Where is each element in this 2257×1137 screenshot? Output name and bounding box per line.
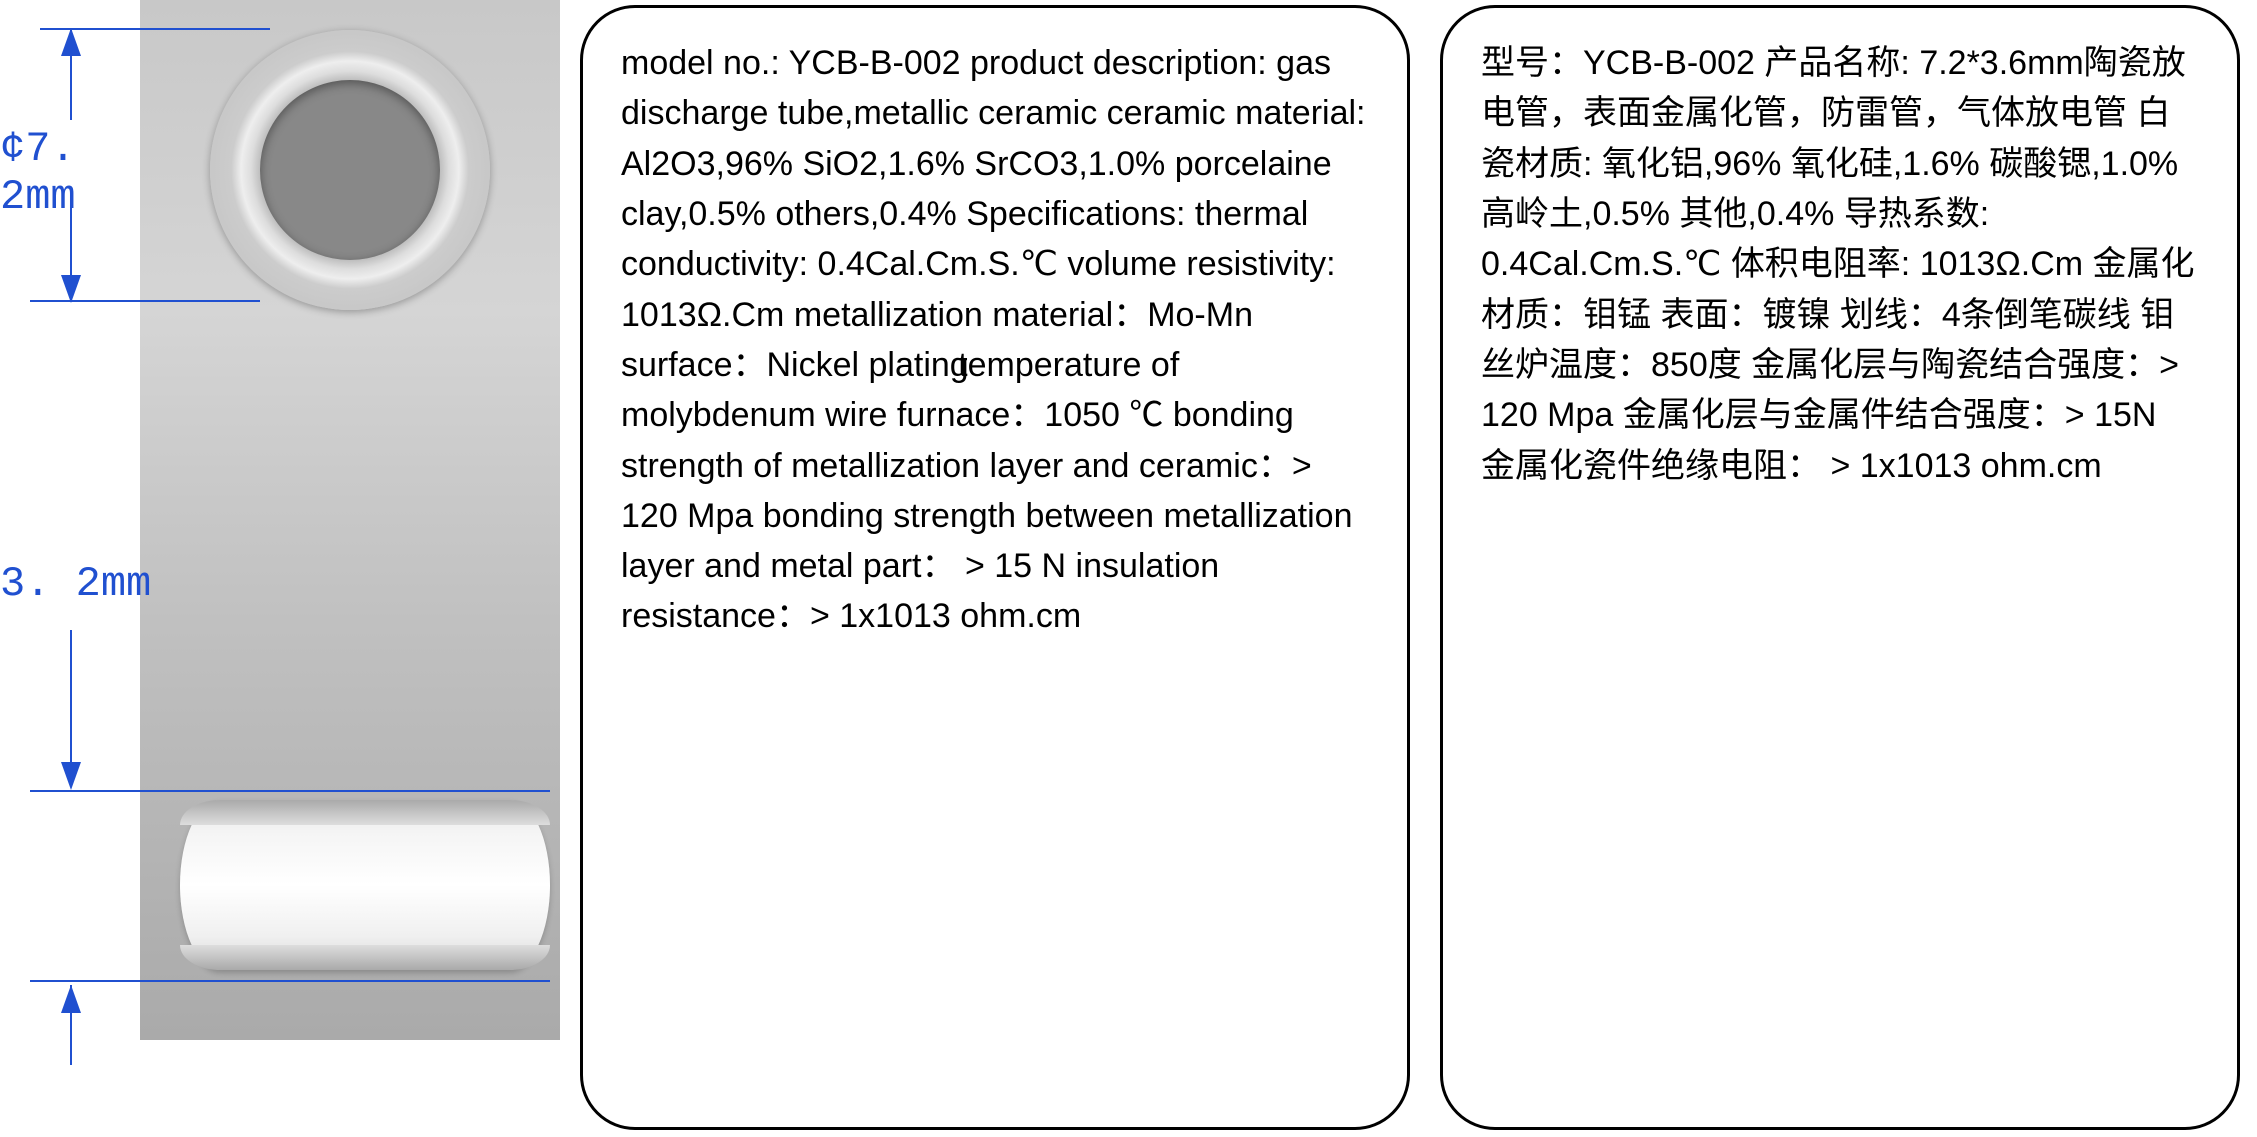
spec-line: > 15 N [965, 547, 1066, 585]
dimension-diameter: ¢7. 2mm [0, 125, 160, 221]
product-top-view [210, 30, 490, 310]
spec-line: > 1x1013 ohm.cm [1830, 447, 2101, 485]
product-side-view [180, 800, 550, 970]
arrow-down-icon [61, 275, 81, 303]
spec-line: 金属化瓷件绝缘电阻： [1481, 447, 1821, 485]
spec-line: model no.: YCB-B-002 [621, 44, 961, 82]
dimension-height: 3. 2mm [0, 560, 160, 608]
spec-line: Specifications: [966, 195, 1185, 233]
arrow-up-icon [61, 985, 81, 1013]
dim-extension-line [30, 790, 550, 792]
spec-line: 其他,0.4% [1679, 195, 1834, 233]
spec-line: surface：Nickel plating [621, 346, 969, 384]
spec-line: 表面：镀镍 划线：4条倒笔碳线 [1660, 296, 2130, 334]
spec-line: 型号：YCB-B-002 [1481, 44, 1755, 82]
arrow-up-icon [61, 28, 81, 56]
spec-panel-english: model no.: YCB-B-002 product description… [580, 5, 1410, 1130]
arrow-down-icon [61, 762, 81, 790]
spec-line: metallization material：Mo-Mn [794, 296, 1253, 334]
spec-line: 金属化层与金属件结合强度：> 15N [1623, 396, 2157, 434]
spec-panel-chinese: 型号：YCB-B-002 产品名称: 7.2*3.6mm陶瓷放电管，表面金属化管… [1440, 5, 2240, 1130]
product-diagram: ¢7. 2mm 3. 2mm [0, 0, 560, 1060]
dim-extension-line [30, 980, 550, 982]
spec-line: 体积电阻率: 1013Ω.Cm [1731, 245, 2083, 283]
